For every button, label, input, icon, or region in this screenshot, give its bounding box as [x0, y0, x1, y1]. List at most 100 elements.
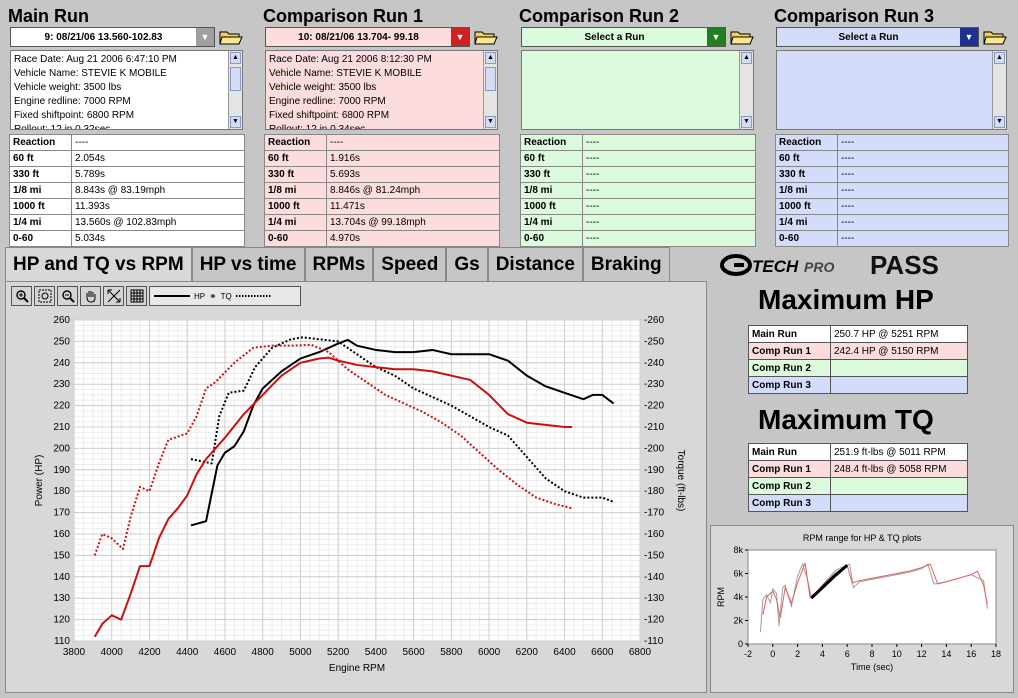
scrollbar[interactable]: ▲ ▼ — [739, 51, 753, 129]
max-hp-title: Maximum HP — [758, 284, 934, 315]
tab-distance[interactable]: Distance — [487, 247, 583, 281]
tab-braking[interactable]: Braking — [582, 247, 670, 281]
main-run-selector[interactable]: 9: 08/21/06 13.560-102.83 ▼ — [10, 27, 215, 47]
split-row: Reaction ---- — [264, 134, 500, 151]
scroll-up-icon[interactable]: ▲ — [485, 52, 496, 64]
open-folder-icon[interactable] — [474, 28, 498, 46]
mini-plot-area — [747, 549, 997, 645]
scroll-down-icon[interactable]: ▼ — [485, 116, 496, 128]
x-tick-label: 3800 — [63, 647, 86, 658]
y2-tick-label: -180 — [644, 486, 664, 497]
info-line: Vehicle weight: 3500 lbs — [14, 82, 122, 93]
fit-icon[interactable] — [103, 286, 124, 306]
x-tick-label: 6800 — [629, 647, 652, 658]
max-row-value — [830, 494, 968, 512]
split-value: 4.970s — [326, 230, 500, 247]
tab-bar: HP and TQ vs RPM HP vs time RPMs Speed G… — [5, 247, 670, 281]
scroll-down-icon[interactable]: ▼ — [741, 116, 752, 128]
split-label: 60 ft — [264, 150, 327, 167]
chevron-down-icon[interactable]: ▼ — [196, 28, 214, 46]
x-tick-label: 10 — [892, 649, 902, 659]
scrollbar[interactable]: ▲ ▼ — [228, 51, 242, 129]
tab-speed[interactable]: Speed — [373, 247, 447, 281]
split-value: ---- — [582, 198, 756, 215]
y-tick-label: 250 — [53, 336, 70, 347]
x-tick-label: 6000 — [478, 647, 501, 658]
split-value: ---- — [837, 182, 1009, 199]
tab-hp-vs-time[interactable]: HP vs time — [191, 247, 305, 281]
comp-run-1-info-box[interactable]: Race Date: Aug 21 2006 8:12:30 PM Vehicle… — [265, 50, 498, 130]
logo-brand-text: TECH — [752, 257, 799, 276]
y2-tick-label: -240 — [644, 358, 664, 369]
scroll-down-icon[interactable]: ▼ — [230, 116, 241, 128]
y-axis-label: RPM — [716, 587, 726, 607]
comp-run-1-selector[interactable]: 10: 08/21/06 13.704- 99.18 ▼ — [265, 27, 470, 47]
zoom-out-icon[interactable] — [57, 286, 78, 306]
split-row: 1/8 mi ---- — [775, 182, 1009, 199]
chevron-down-icon[interactable]: ▼ — [451, 28, 469, 46]
scrollbar[interactable]: ▲ ▼ — [992, 51, 1006, 129]
split-label: 330 ft — [9, 166, 72, 183]
zoom-in-icon[interactable] — [11, 286, 32, 306]
split-row: 1/8 mi 8.843s @ 83.19mph — [9, 182, 245, 199]
split-row: 0-60 ---- — [775, 230, 1009, 247]
scroll-thumb[interactable] — [230, 67, 241, 91]
max-row: Main Run 251.9 ft-lbs @ 5011 RPM — [748, 443, 968, 461]
x-tick-label: 6 — [845, 649, 850, 659]
max-row: Comp Run 1 242.4 HP @ 5150 RPM — [748, 342, 968, 360]
x-tick-label: 5000 — [289, 647, 312, 658]
scroll-up-icon[interactable]: ▲ — [994, 52, 1005, 64]
max-row-label: Comp Run 1 — [748, 460, 831, 478]
split-label: 1/4 mi — [775, 214, 838, 231]
comp-run-3-info-box[interactable]: ▲ ▼ — [776, 50, 1007, 130]
y2-tick-label: -220 — [644, 401, 664, 412]
grid-icon[interactable] — [126, 286, 147, 306]
comp-run-3-selector[interactable]: Select a Run ▼ — [776, 27, 979, 47]
scroll-down-icon[interactable]: ▼ — [994, 116, 1005, 128]
open-folder-icon[interactable] — [983, 28, 1007, 46]
max-row-value: 242.4 HP @ 5150 RPM — [830, 342, 968, 360]
split-value: ---- — [71, 134, 245, 151]
max-tq-table: Main Run 251.9 ft-lbs @ 5011 RPM Comp Run … — [748, 443, 968, 512]
split-value: ---- — [837, 150, 1009, 167]
max-row-value: 251.9 ft-lbs @ 5011 RPM — [830, 443, 968, 461]
x-tick-label: 12 — [917, 649, 927, 659]
comp-run-2-info-box[interactable]: ▲ ▼ — [521, 50, 754, 130]
tab-hp-tq-vs-rpm[interactable]: HP and TQ vs RPM — [5, 247, 192, 281]
open-folder-icon[interactable] — [219, 28, 243, 46]
y-tick-label: 170 — [53, 508, 70, 519]
zoom-rect-icon[interactable] — [34, 286, 55, 306]
pan-hand-icon[interactable] — [80, 286, 101, 306]
split-label: 60 ft — [775, 150, 838, 167]
tab-gs[interactable]: Gs — [446, 247, 488, 281]
scroll-up-icon[interactable]: ▲ — [741, 52, 752, 64]
split-value: ---- — [582, 166, 756, 183]
info-line: Vehicle Name: STEVIE K MOBILE — [14, 68, 167, 79]
y-tick-label: 160 — [53, 529, 70, 540]
scroll-thumb[interactable] — [485, 67, 496, 91]
scrollbar[interactable]: ▲ ▼ — [483, 51, 497, 129]
y-axis-label: Power (HP) — [34, 455, 45, 507]
graph-toolbar: HP ⚭ TQ — [11, 286, 301, 306]
x-tick-label: 5800 — [440, 647, 463, 658]
tab-rpms[interactable]: RPMs — [304, 247, 374, 281]
y2-tick-label: -200 — [644, 443, 664, 454]
scroll-up-icon[interactable]: ▲ — [230, 52, 241, 64]
y2-tick-label: -210 — [644, 422, 664, 433]
max-row-label: Comp Run 3 — [748, 376, 831, 394]
legend-hp-label: HP — [194, 291, 206, 301]
hp-tq-vs-rpm-chart[interactable]: 3800 4000 4200 4400 4600 4800 5000 5200 5400 5600… — [8, 310, 706, 692]
comp-run-3-selector-value: Select a Run — [838, 31, 899, 43]
max-row-label: Comp Run 1 — [748, 342, 831, 360]
split-row: 60 ft ---- — [775, 150, 1009, 167]
split-value: 11.471s — [326, 198, 500, 215]
split-row: Reaction ---- — [520, 134, 756, 151]
chevron-down-icon[interactable]: ▼ — [707, 28, 725, 46]
max-row-label: Main Run — [748, 325, 831, 343]
chevron-down-icon[interactable]: ▼ — [960, 28, 978, 46]
main-run-info-box[interactable]: Race Date: Aug 21 2006 6:47:10 PM Vehicle… — [10, 50, 243, 130]
open-folder-icon[interactable] — [730, 28, 754, 46]
y2-tick-label: -250 — [644, 336, 664, 347]
comp-run-2-selector[interactable]: Select a Run ▼ — [521, 27, 726, 47]
